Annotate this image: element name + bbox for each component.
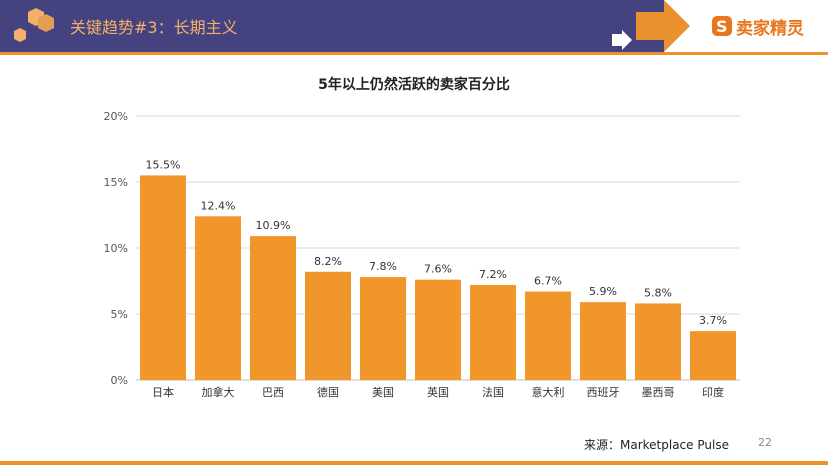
- x-tick-label: 加拿大: [202, 385, 235, 399]
- data-label: 10.9%: [256, 219, 291, 232]
- x-tick-label: 墨西哥: [642, 386, 675, 399]
- bar: [250, 236, 296, 380]
- bar: [195, 216, 241, 380]
- logo-text: 卖家精灵: [736, 19, 804, 39]
- divider: [0, 461, 828, 465]
- bar: [525, 291, 571, 380]
- y-tick-label: 20%: [104, 110, 128, 123]
- data-label: 8.2%: [314, 255, 342, 268]
- bar: [580, 302, 626, 380]
- bar: [415, 279, 461, 380]
- x-tick-label: 西班牙: [587, 386, 620, 399]
- page-number: 22: [758, 436, 772, 449]
- arrow-icon: [636, 0, 690, 52]
- bar: [360, 277, 406, 380]
- x-tick-label: 印度: [702, 385, 724, 399]
- x-tick-label: 意大利: [532, 385, 565, 399]
- hexagon-icon: [14, 8, 54, 42]
- arrow-icon: [612, 30, 632, 50]
- x-tick-label: 英国: [427, 385, 449, 399]
- bar: [140, 175, 186, 380]
- bar: [635, 303, 681, 380]
- bar: [690, 331, 736, 380]
- bar: [470, 284, 516, 380]
- bar: [305, 271, 351, 380]
- y-tick-label: 5%: [111, 308, 128, 321]
- data-label: 12.4%: [201, 199, 236, 212]
- y-tick-label: 0%: [111, 374, 128, 387]
- data-label: 5.8%: [644, 286, 672, 299]
- x-tick-label: 德国: [317, 385, 339, 399]
- header-bar: [0, 0, 664, 52]
- x-tick-label: 美国: [372, 386, 394, 399]
- data-label: 7.6%: [424, 263, 452, 276]
- x-tick-label: 巴西: [262, 386, 284, 399]
- divider: [0, 52, 828, 55]
- data-label: 6.7%: [534, 275, 562, 288]
- chart-title: 5年以上仍然活跃的卖家百分比: [318, 77, 510, 93]
- header-decor: S: [14, 0, 732, 52]
- data-label: 7.8%: [369, 260, 397, 273]
- data-label: 7.2%: [479, 268, 507, 281]
- y-tick-label: 15%: [104, 176, 128, 189]
- data-label: 5.9%: [589, 285, 617, 298]
- data-label: 3.7%: [699, 314, 727, 327]
- x-tick-label: 日本: [152, 385, 174, 399]
- x-tick-label: 法国: [482, 385, 504, 399]
- page-title: 关键趋势#3：长期主义: [70, 18, 238, 37]
- s-logo-icon: S: [712, 16, 732, 36]
- svg-text:S: S: [716, 17, 728, 36]
- source-text: 来源：Marketplace Pulse: [584, 438, 729, 452]
- data-label: 15.5%: [146, 158, 181, 171]
- y-tick-label: 10%: [104, 242, 128, 255]
